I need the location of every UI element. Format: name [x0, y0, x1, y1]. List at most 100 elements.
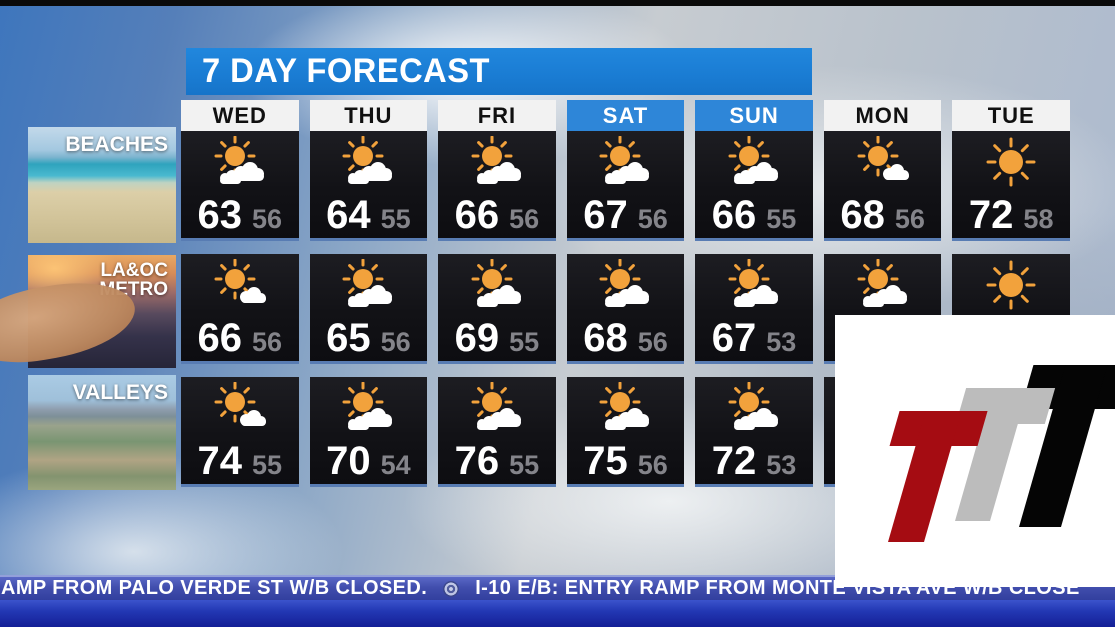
- high-temp: 66: [197, 316, 243, 360]
- partly-cloudy-icon: [342, 382, 393, 430]
- partly-cloudy-icon: [599, 259, 650, 307]
- day-header-sat: SAT: [566, 100, 685, 131]
- low-temp: 56: [637, 450, 668, 480]
- high-temp: 67: [711, 316, 757, 360]
- high-temp: 74: [197, 439, 243, 483]
- partly-cloudy-icon: [599, 382, 650, 430]
- beaches-photo-label: BEACHES: [28, 127, 176, 243]
- forecast-cell-metro-thu: 65 56: [309, 254, 428, 364]
- temps: 72 58: [952, 195, 1070, 235]
- low-temp: 55: [252, 450, 283, 480]
- high-temp: 70: [326, 439, 371, 483]
- low-temp: 56: [637, 204, 668, 234]
- partly-cloudy-icon: [728, 382, 779, 430]
- forecast-cell-valleys-wed: 74 55: [181, 377, 299, 487]
- forecast-cell-beaches-mon: 68 56: [823, 131, 942, 241]
- partly-cloudy-icon: [471, 382, 521, 430]
- ticker-lower-bar: [0, 600, 1115, 627]
- day-header-wed: WED: [181, 100, 299, 131]
- temps: 76 55: [438, 441, 556, 481]
- low-temp: 55: [509, 450, 540, 480]
- mostly-sunny-icon: [214, 259, 266, 303]
- forecast-cell-metro-sat: 68 56: [566, 254, 685, 364]
- high-temp: 64: [326, 193, 371, 237]
- top-letterbox-bar: [0, 0, 1115, 6]
- low-temp: 58: [1023, 204, 1054, 234]
- forecast-cell-valleys-sat: 75 56: [566, 377, 685, 487]
- high-temp: 68: [583, 316, 628, 360]
- partly-cloudy-icon: [471, 136, 521, 184]
- day-header-tue: TUE: [952, 100, 1070, 131]
- day-header-sun: SUN: [695, 100, 813, 131]
- temps: 67 56: [567, 195, 685, 235]
- sunny-icon: [986, 137, 1036, 187]
- ticker-segment-1: AMP FROM PALO VERDE ST W/B CLOSED.: [1, 577, 428, 599]
- forecast-cell-metro-fri: 69 55: [438, 254, 556, 364]
- temps: 64 55: [310, 195, 428, 235]
- metro-label-line1: LA&OC: [100, 260, 168, 281]
- forecast-cell-metro-wed: 66 56: [181, 254, 299, 364]
- low-temp: 56: [509, 204, 540, 234]
- temps: 75 56: [567, 441, 685, 481]
- forecast-cell-beaches-wed: 63 56: [181, 131, 299, 241]
- low-temp: 56: [252, 204, 283, 234]
- low-temp: 56: [637, 327, 668, 357]
- temps: 65 56: [310, 318, 428, 358]
- high-temp: 72: [711, 439, 757, 483]
- forecast-cell-beaches-thu: 64 55: [309, 131, 428, 241]
- valleys-label: VALLEYS: [72, 381, 168, 404]
- partly-cloudy-icon: [857, 259, 907, 307]
- high-temp: 66: [454, 193, 500, 237]
- high-temp: 67: [583, 193, 628, 237]
- day-header-thu: THU: [309, 100, 428, 131]
- temps: 67 53: [695, 318, 813, 358]
- mostly-sunny-icon: [214, 382, 266, 426]
- high-temp: 66: [711, 193, 757, 237]
- partly-cloudy-icon: [599, 136, 650, 184]
- temps: 74 55: [181, 441, 299, 481]
- cbs-eye-icon: [443, 580, 460, 597]
- low-temp: 53: [766, 327, 797, 357]
- high-temp: 63: [197, 193, 243, 237]
- low-temp: 55: [509, 327, 540, 357]
- day-header-row: WED THU FRI SAT SUN MON TUE: [181, 100, 1070, 131]
- temps: 68 56: [824, 195, 942, 235]
- high-temp: 68: [840, 193, 885, 237]
- temps: 72 53: [695, 441, 813, 481]
- beaches-label: BEACHES: [65, 133, 168, 156]
- low-temp: 55: [766, 204, 797, 234]
- forecast-cell-valleys-sun: 72 53: [695, 377, 813, 487]
- day-header-fri: FRI: [438, 100, 556, 131]
- temps: 69 55: [438, 318, 556, 358]
- partly-cloudy-icon: [471, 259, 521, 307]
- forecast-row-beaches: 63 56 64 55 66 56: [181, 131, 1070, 241]
- temps: 66 56: [438, 195, 556, 235]
- forecast-cell-valleys-fri: 76 55: [438, 377, 556, 487]
- page-title: 7 DAY FORECAST: [202, 52, 490, 90]
- forecast-title-banner: 7 DAY FORECAST: [186, 48, 812, 95]
- day-header-mon: MON: [823, 100, 942, 131]
- high-temp: 69: [454, 316, 500, 360]
- temps: 68 56: [567, 318, 685, 358]
- forecast-cell-beaches-fri: 66 56: [438, 131, 556, 241]
- forecast-cell-valleys-thu: 70 54: [309, 377, 428, 487]
- temps: 66 55: [695, 195, 813, 235]
- partly-cloudy-icon: [214, 136, 264, 184]
- forecast-cell-beaches-tue: 72 58: [952, 131, 1070, 241]
- valleys-photo-label: VALLEYS: [28, 375, 176, 490]
- sunny-icon: [986, 260, 1036, 310]
- forecast-cell-beaches-sat: 67 56: [566, 131, 685, 241]
- forecast-cell-beaches-sun: 66 55: [695, 131, 813, 241]
- mostly-sunny-icon: [857, 136, 909, 180]
- temps: 63 56: [181, 195, 299, 235]
- low-temp: 55: [380, 204, 411, 234]
- partly-cloudy-icon: [342, 259, 393, 307]
- forecast-cell-metro-sun: 67 53: [695, 254, 813, 364]
- partly-cloudy-icon: [342, 136, 393, 184]
- high-temp: 75: [583, 439, 628, 483]
- partly-cloudy-icon: [728, 259, 779, 307]
- partly-cloudy-icon: [728, 136, 779, 184]
- temps: 70 54: [310, 441, 428, 481]
- high-temp: 65: [326, 316, 371, 360]
- low-temp: 53: [766, 450, 797, 480]
